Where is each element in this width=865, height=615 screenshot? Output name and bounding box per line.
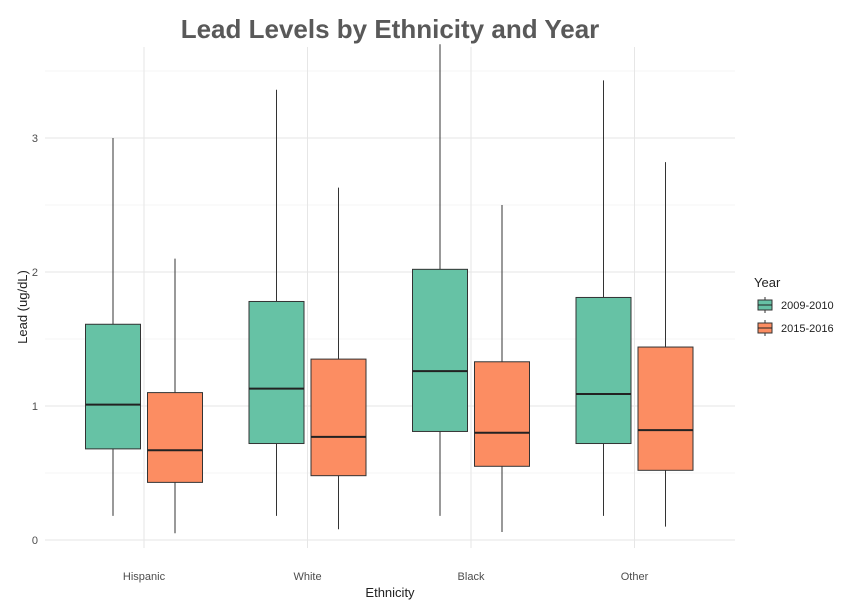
legend-title: Year [754, 275, 781, 290]
box-iqr [248, 300, 305, 445]
x-tick-label: Black [458, 571, 485, 583]
y-tick-label: 0 [32, 535, 38, 547]
box-group [412, 44, 468, 516]
box-group [147, 258, 203, 534]
legend-label: 2015-2016 [781, 323, 834, 335]
x-axis-ticks: Hispanic White Black Other [123, 571, 649, 583]
box-group [637, 162, 694, 527]
box-group [248, 89, 305, 516]
box-group [575, 80, 632, 516]
legend-label: 2009-2010 [781, 300, 834, 312]
x-tick-label: Hispanic [123, 571, 166, 583]
box-series [85, 44, 694, 534]
chart-title: Lead Levels by Ethnicity and Year [181, 14, 600, 44]
y-tick-label: 2 [32, 267, 38, 279]
box-iqr [575, 296, 632, 445]
box-iqr [85, 323, 141, 450]
x-axis-title: Ethnicity [365, 585, 415, 600]
x-tick-label: White [293, 571, 321, 583]
box-iqr [310, 358, 367, 477]
box-iqr [637, 346, 694, 471]
legend-item: 2009-2010 [757, 297, 834, 313]
y-axis-ticks: 0 1 2 3 [32, 133, 38, 547]
y-tick-label: 1 [32, 401, 38, 413]
box-group [85, 138, 141, 516]
box-group [310, 187, 367, 530]
legend: Year 2009-2010 2015-2016 [754, 275, 834, 336]
x-tick-label: Other [621, 571, 649, 583]
box-iqr [412, 268, 468, 432]
box-iqr [474, 361, 530, 467]
y-axis-title: Lead (ug/dL) [15, 270, 30, 344]
legend-item: 2015-2016 [757, 320, 834, 336]
y-tick-label: 3 [32, 133, 38, 145]
box-group [474, 205, 530, 532]
box-iqr [147, 392, 203, 483]
